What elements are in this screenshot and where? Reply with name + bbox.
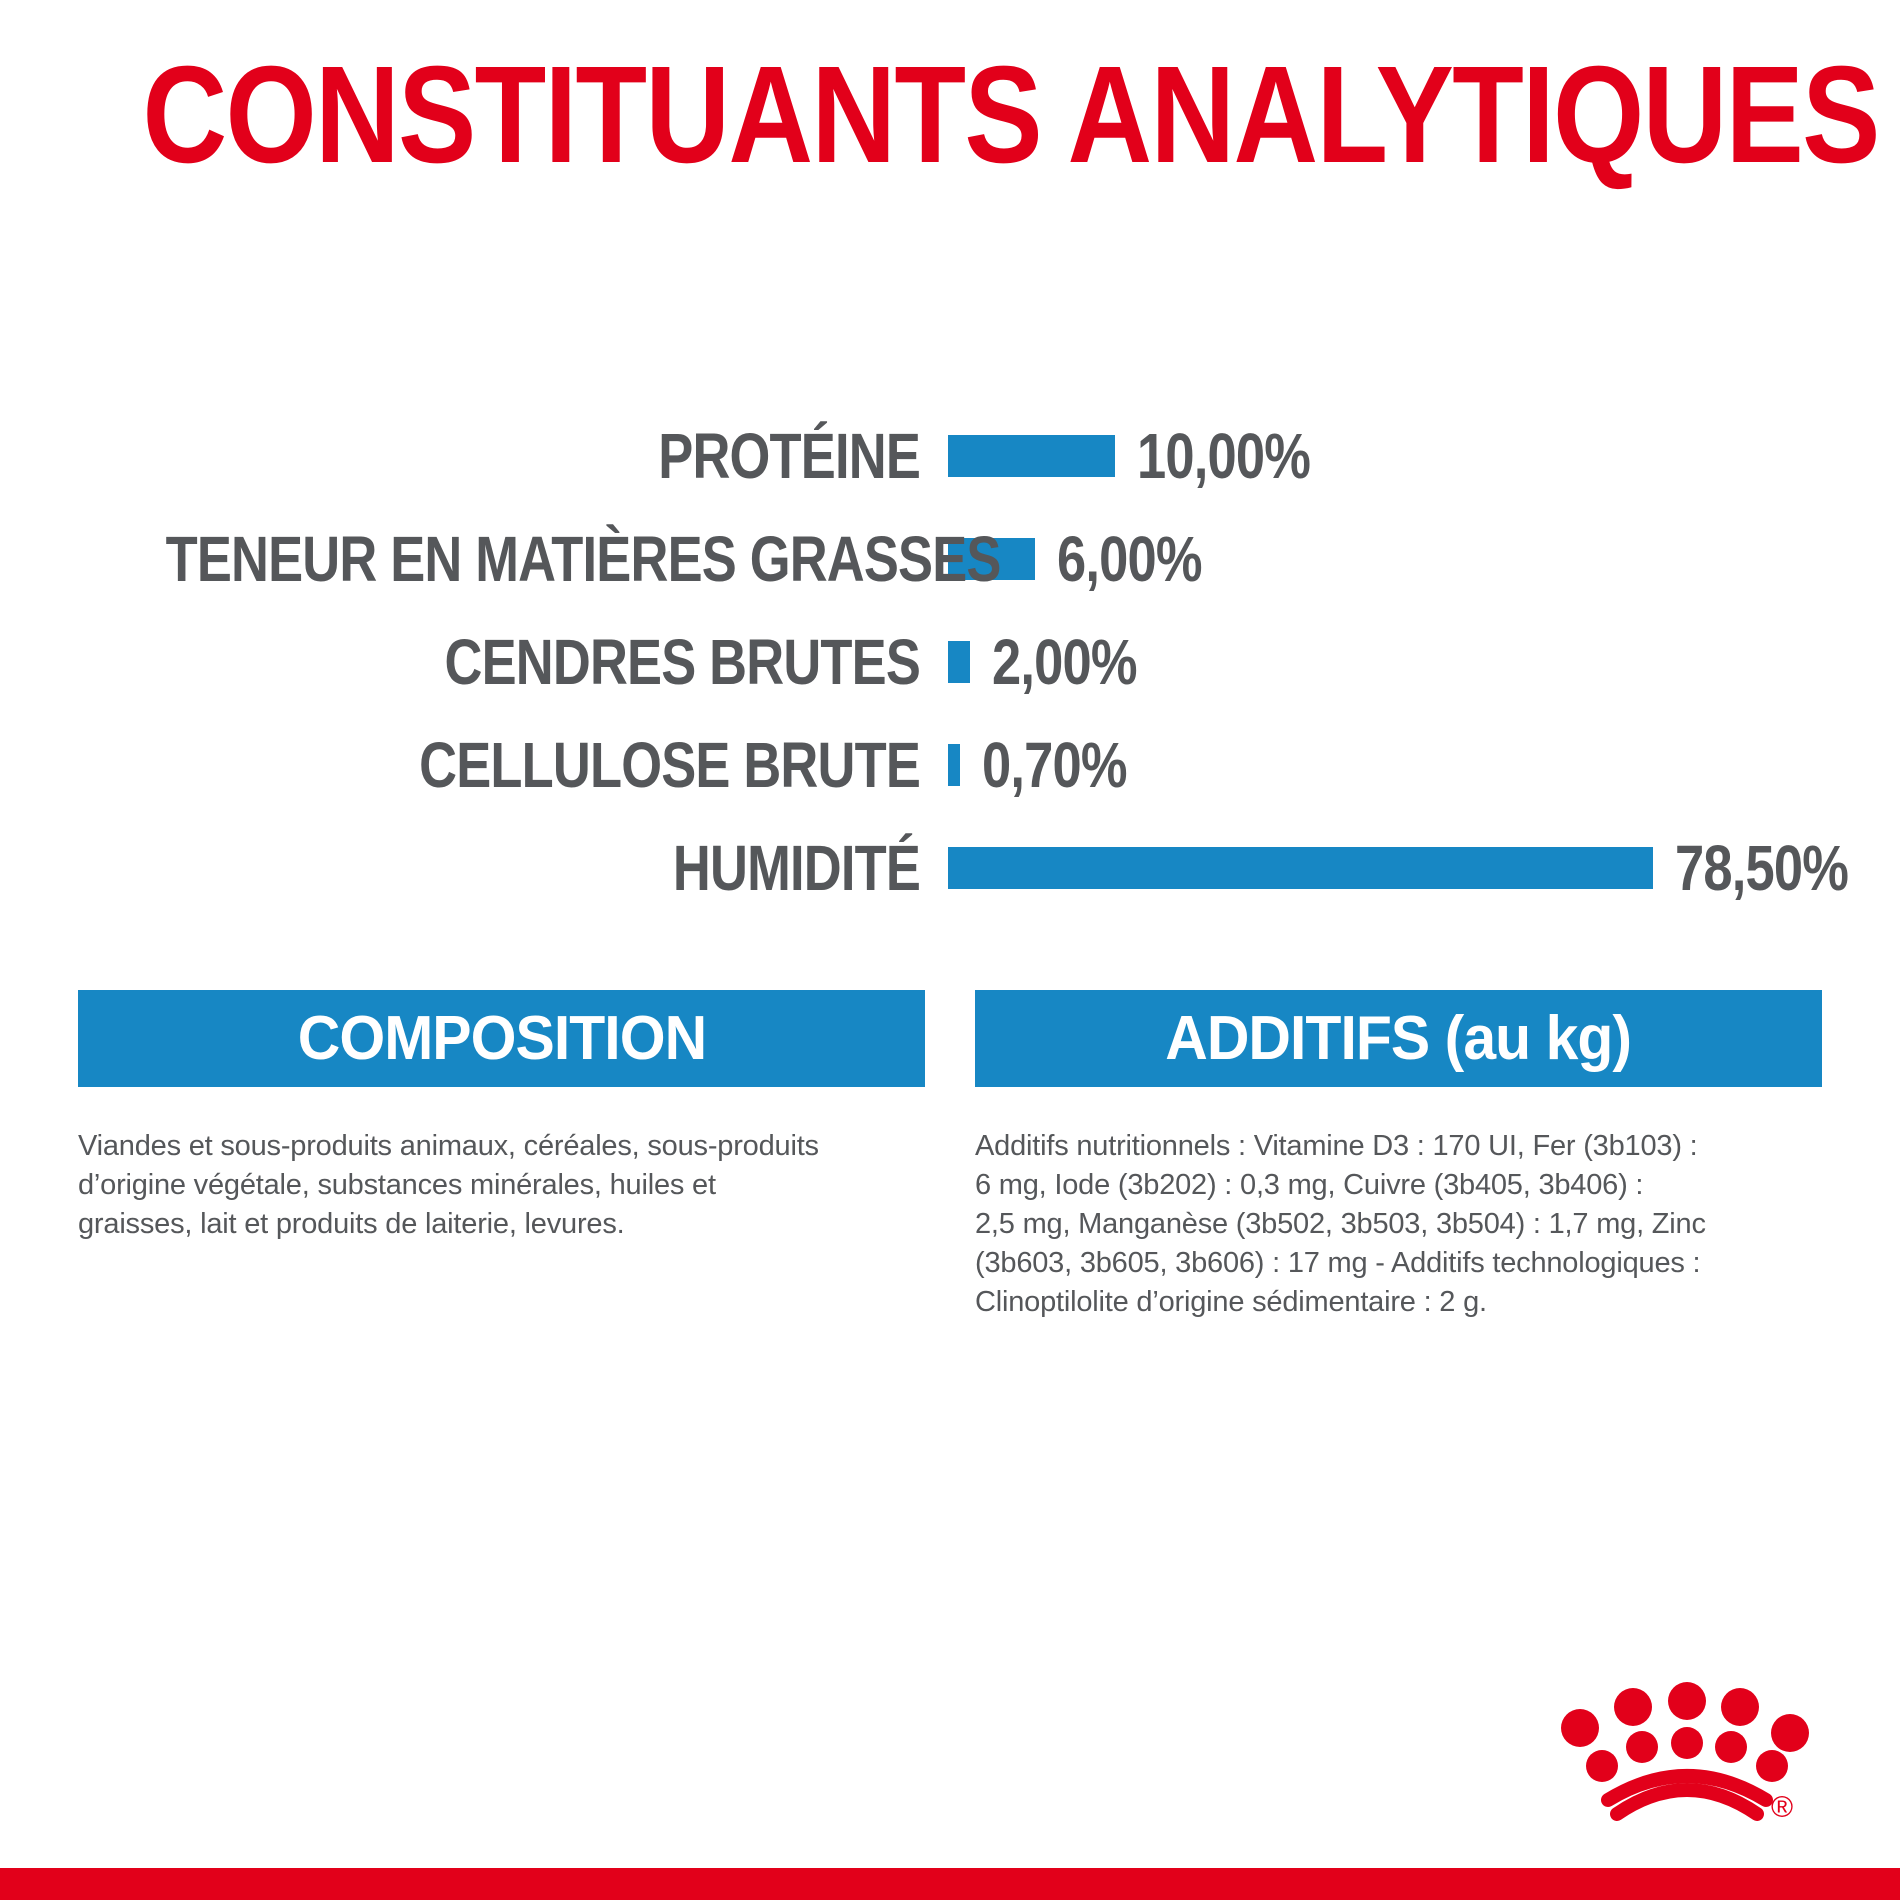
text-line: 6 mg, Iode (3b202) : 0,3 mg, Cuivre (3b4… — [975, 1169, 1644, 1201]
text-line: Viandes et sous-produits animaux, céréal… — [78, 1130, 819, 1162]
constituent-label: CELLULOSE BRUTE — [419, 728, 921, 801]
constituent-value: 6,00% — [1057, 522, 1203, 595]
constituent-value: 0,70% — [982, 728, 1128, 801]
analytical-chart: PROTÉINE 10,00% TENEUR EN MATIÈRES GRASS… — [0, 404, 1900, 919]
constituent-label: HUMIDITÉ — [672, 831, 921, 904]
text-line: 2,5 mg, Manganèse (3b502, 3b503, 3b504) … — [975, 1208, 1706, 1240]
constituent-label: PROTÉINE — [658, 419, 921, 492]
page-title: CONSTITUANTS ANALYTIQUES — [142, 38, 1881, 192]
crown-base-arcs — [1601, 1769, 1773, 1821]
constituent-bar — [948, 640, 970, 683]
crown-dots — [1561, 1682, 1809, 1782]
chart-row: CENDRES BRUTES 2,00% — [0, 610, 1900, 713]
text-line: Clinoptilolite d’origine sédimentaire : … — [975, 1286, 1487, 1318]
registered-trademark-symbol: ® — [1771, 1791, 1793, 1824]
additives-section: ADDITIFS (au kg) Additifs nutritionnels … — [975, 990, 1822, 1322]
composition-header-label: COMPOSITION — [297, 1004, 706, 1073]
composition-section: COMPOSITION Viandes et sous-produits ani… — [78, 990, 925, 1244]
constituent-value: 10,00% — [1137, 419, 1311, 492]
chart-row: TENEUR EN MATIÈRES GRASSES 6,00% — [0, 507, 1900, 610]
additives-header: ADDITIFS (au kg) — [975, 990, 1822, 1087]
constituent-bar — [948, 434, 1115, 477]
constituent-bar — [948, 743, 960, 786]
text-line: d’origine végétale, substances minérales… — [78, 1169, 716, 1201]
red-footer-bar — [0, 1868, 1900, 1900]
constituent-label: CENDRES BRUTES — [444, 625, 921, 698]
constituent-value: 78,50% — [1675, 831, 1849, 904]
additives-text: Additifs nutritionnels : Vitamine D3 : 1… — [975, 1127, 1822, 1322]
text-line: graisses, lait et produits de laiterie, … — [78, 1208, 625, 1240]
additives-header-label: ADDITIFS (au kg) — [1165, 1004, 1633, 1073]
constituent-bar — [948, 846, 1653, 889]
constituent-bar — [948, 537, 1035, 580]
chart-row: CELLULOSE BRUTE 0,70% — [0, 713, 1900, 816]
royal-canin-crown-logo: ® — [1561, 1682, 1809, 1824]
text-line: (3b603, 3b605, 3b606) : 17 mg - Additifs… — [975, 1247, 1701, 1279]
composition-header: COMPOSITION — [78, 990, 925, 1087]
constituent-label: TENEUR EN MATIÈRES GRASSES — [165, 522, 1002, 595]
text-line: Additifs nutritionnels : Vitamine D3 : 1… — [975, 1130, 1698, 1162]
chart-row: HUMIDITÉ 78,50% — [0, 816, 1900, 919]
chart-row: PROTÉINE 10,00% — [0, 404, 1900, 507]
composition-text: Viandes et sous-produits animaux, céréal… — [78, 1127, 925, 1244]
constituent-value: 2,00% — [992, 625, 1138, 698]
